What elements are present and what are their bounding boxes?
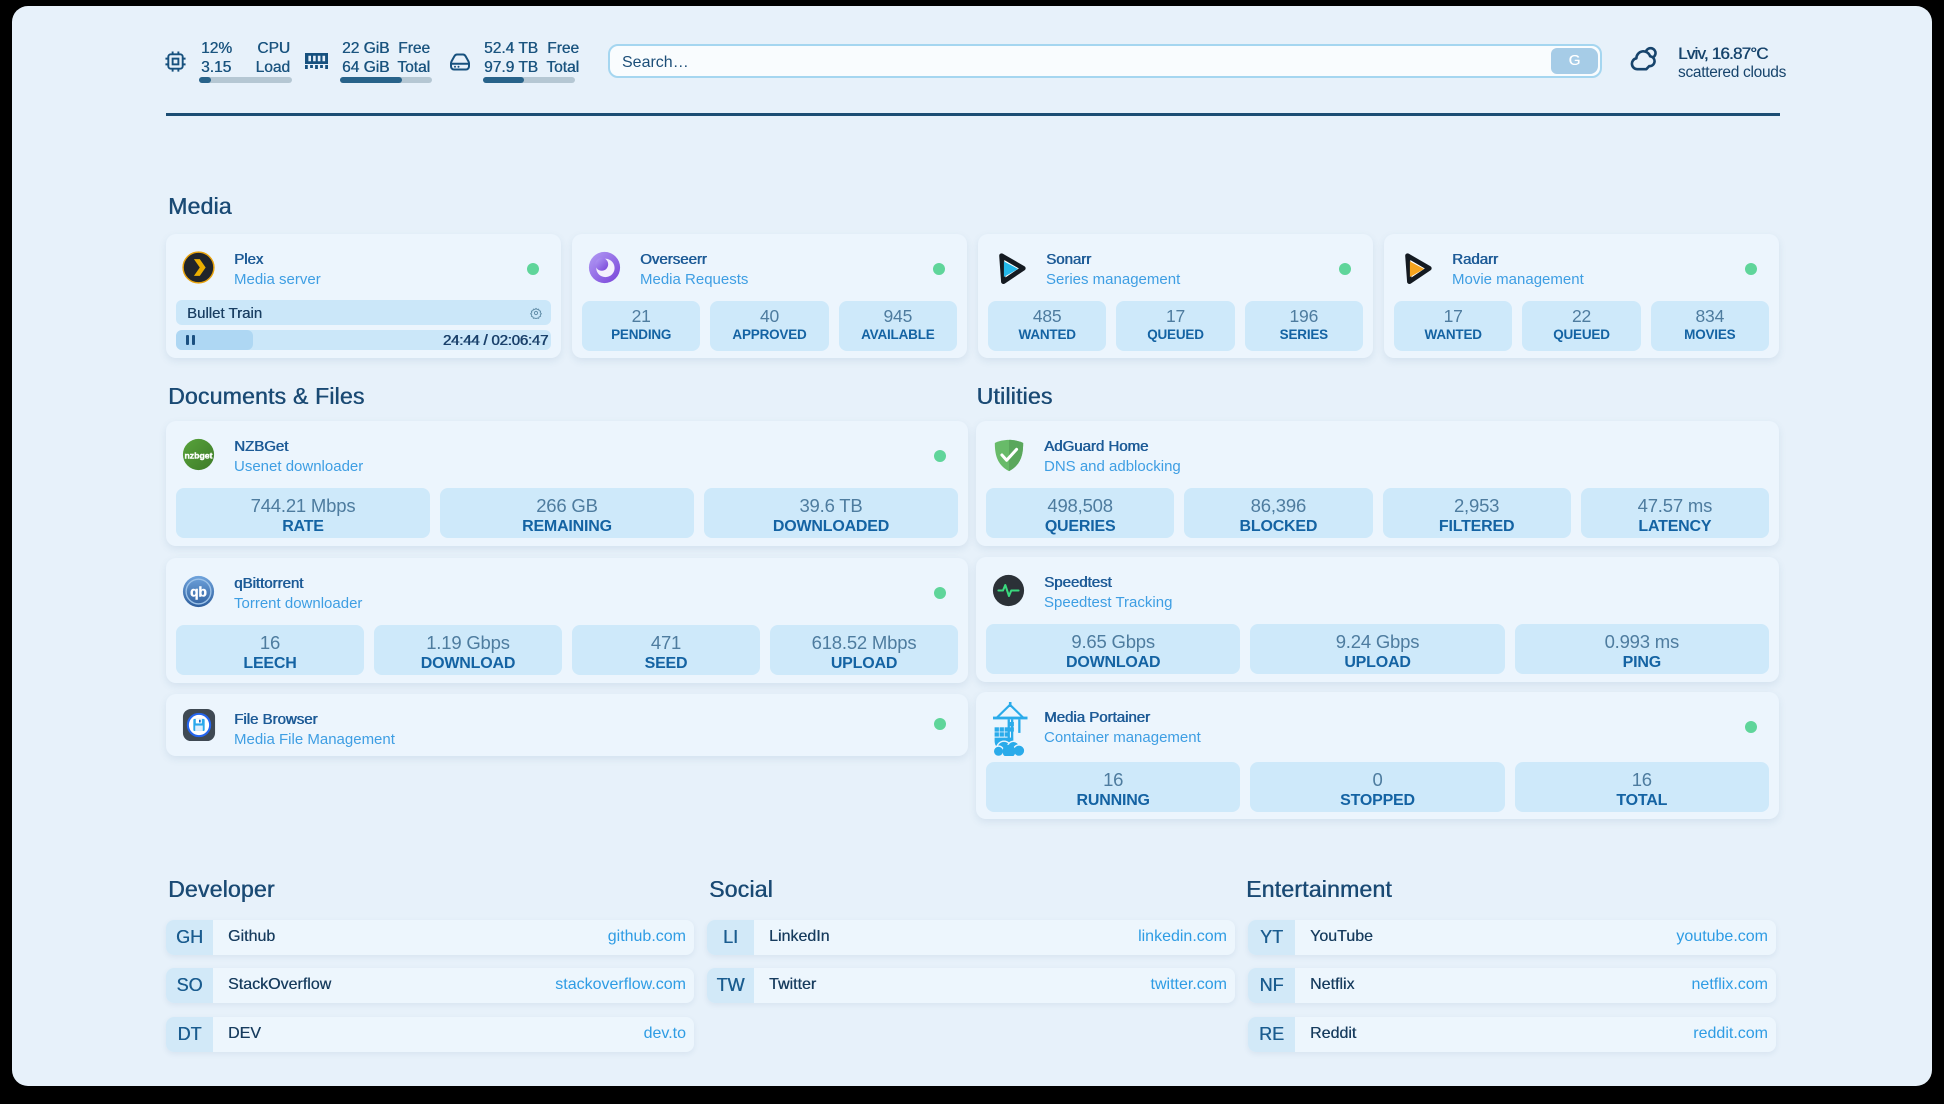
svg-text:qb: qb: [190, 585, 207, 600]
svg-text:nzbget: nzbget: [185, 451, 213, 461]
